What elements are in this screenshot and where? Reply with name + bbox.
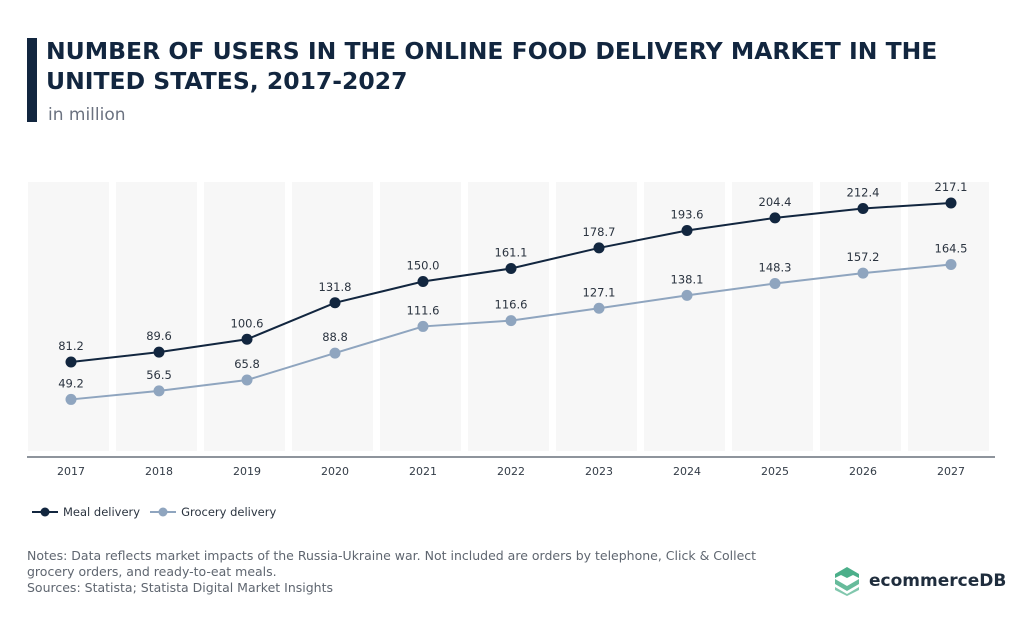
data-point-meal-delivery — [241, 333, 253, 345]
brand-name: ecommerceDB — [869, 571, 1007, 591]
x-tick-label: 2021 — [409, 465, 437, 478]
x-tick-label: 2027 — [937, 465, 965, 478]
data-label-grocery-delivery: 164.5 — [935, 242, 968, 256]
data-point-meal-delivery — [417, 276, 429, 287]
x-tick-label: 2023 — [585, 465, 613, 478]
sources-text: Sources: Statista; Statista Digital Mark… — [27, 580, 333, 595]
x-axis-ticks: 2017 2018 2019 2020 2021 2022 2023 2024 2025 2026… — [57, 465, 965, 478]
data-point-meal-delivery — [65, 356, 77, 368]
data-point-grocery-delivery — [769, 277, 781, 289]
stacked-layers-logo-icon — [835, 567, 859, 596]
data-point-grocery-delivery — [417, 320, 429, 332]
data-point-meal-delivery — [505, 263, 517, 275]
data-label-grocery-delivery: 49.2 — [58, 376, 84, 390]
column-band-2024 — [644, 182, 725, 451]
legend-label: Grocery delivery — [181, 505, 277, 519]
column-band-2021 — [380, 182, 461, 451]
data-label-grocery-delivery: 157.2 — [847, 250, 880, 264]
data-label-meal-delivery: 193.6 — [671, 207, 704, 221]
legend-marker-meal-delivery — [32, 507, 58, 517]
column-band-2025 — [732, 182, 813, 451]
data-label-meal-delivery: 217.1 — [935, 180, 968, 194]
data-point-meal-delivery — [329, 297, 341, 309]
column-band-2018 — [116, 182, 197, 451]
data-label-grocery-delivery: 148.3 — [759, 260, 792, 274]
data-point-grocery-delivery — [857, 267, 869, 279]
data-label-grocery-delivery: 56.5 — [146, 368, 172, 382]
chart-subtitle: in million — [48, 105, 126, 125]
data-point-meal-delivery — [593, 242, 605, 254]
column-band-2019 — [204, 182, 285, 451]
x-tick-label: 2017 — [57, 465, 85, 478]
data-label-grocery-delivery: 88.8 — [322, 330, 348, 344]
data-point-grocery-delivery — [505, 315, 517, 327]
data-point-grocery-delivery — [241, 374, 253, 386]
x-tick-label: 2025 — [761, 465, 789, 478]
data-label-meal-delivery: 131.8 — [319, 280, 352, 294]
data-label-meal-delivery: 212.4 — [847, 185, 880, 199]
data-label-meal-delivery: 150.0 — [407, 259, 440, 273]
x-tick-label: 2022 — [497, 465, 525, 478]
data-point-grocery-delivery — [681, 289, 693, 301]
data-point-meal-delivery — [769, 212, 781, 224]
data-point-grocery-delivery — [329, 347, 341, 359]
data-label-meal-delivery: 100.6 — [231, 316, 264, 330]
legend-item-grocery-delivery[interactable]: Grocery delivery — [150, 505, 276, 519]
x-tick-label: 2026 — [849, 465, 877, 478]
column-band-2017 — [28, 182, 109, 451]
data-label-meal-delivery: 178.7 — [583, 225, 616, 239]
column-band-2023 — [556, 182, 637, 451]
data-point-meal-delivery — [945, 197, 957, 209]
data-label-grocery-delivery: 65.8 — [234, 357, 260, 371]
x-tick-label: 2020 — [321, 465, 349, 478]
data-label-meal-delivery: 89.6 — [146, 329, 172, 343]
x-tick-label: 2018 — [145, 465, 173, 478]
column-band-2026 — [820, 182, 901, 451]
brand-logo[interactable]: ecommerceDB — [834, 566, 1006, 596]
data-point-meal-delivery — [153, 346, 165, 358]
column-band-2027 — [908, 182, 989, 451]
line-chart: 2017 2018 2019 2020 2021 2022 2023 2024 2025 2026… — [27, 180, 995, 478]
footnotes: Notes: Data reflects market impacts of t… — [27, 548, 807, 596]
data-point-grocery-delivery — [153, 385, 165, 397]
data-labels: 81.2 89.6 100.6 131.8 150.0 161.1 178.7 193.6 20… — [58, 180, 967, 390]
legend-item-meal-delivery[interactable]: Meal delivery — [32, 505, 140, 519]
legend: Meal delivery Grocery delivery — [32, 505, 276, 519]
legend-marker-grocery-delivery — [150, 507, 177, 517]
data-label-meal-delivery: 161.1 — [495, 246, 528, 260]
data-label-grocery-delivery: 111.6 — [407, 303, 440, 317]
x-tick-label: 2019 — [233, 465, 261, 478]
data-label-grocery-delivery: 127.1 — [583, 285, 616, 299]
chart-title: NUMBER OF USERS IN THE ONLINE FOOD DELIV… — [46, 37, 938, 95]
title-accent-bar — [27, 38, 37, 122]
data-label-grocery-delivery: 116.6 — [495, 298, 528, 312]
data-point-grocery-delivery — [593, 302, 605, 314]
x-tick-label: 2024 — [673, 465, 701, 478]
legend-label: Meal delivery — [63, 505, 141, 519]
data-label-grocery-delivery: 138.1 — [671, 272, 704, 286]
data-label-meal-delivery: 204.4 — [759, 195, 792, 209]
data-point-meal-delivery — [857, 202, 869, 214]
series-points — [65, 197, 957, 405]
data-point-grocery-delivery — [945, 259, 957, 271]
data-point-grocery-delivery — [65, 393, 77, 405]
notes-text: Notes: Data reflects market impacts of t… — [27, 548, 757, 579]
data-point-meal-delivery — [681, 224, 693, 236]
data-label-meal-delivery: 81.2 — [58, 339, 84, 353]
column-band-2020 — [292, 182, 373, 451]
